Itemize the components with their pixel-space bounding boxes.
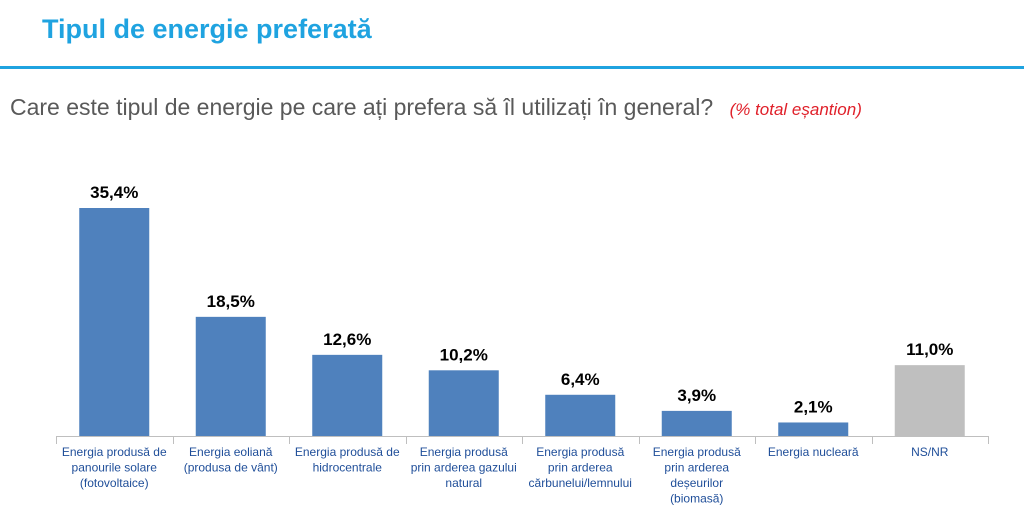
category-label-5: Energia produsă prin arderea cărbunelui/le… bbox=[529, 445, 632, 490]
data-label-1: 35,4% bbox=[90, 183, 138, 202]
bar-2 bbox=[195, 316, 266, 436]
data-label-5: 6,4% bbox=[561, 370, 600, 389]
question-text: Care este tipul de energie pe care ați p… bbox=[10, 94, 714, 120]
question-note: (% total eșantion) bbox=[729, 100, 862, 119]
bar-1 bbox=[79, 208, 150, 436]
data-label-3: 12,6% bbox=[323, 330, 371, 349]
bar-5 bbox=[545, 394, 616, 436]
category-label-7: Energia nucleară bbox=[768, 445, 859, 459]
category-label-6: Energia produsă prin arderea deșeurilor (bi… bbox=[653, 445, 741, 506]
bar-7 bbox=[778, 422, 849, 436]
page-title: Tipul de energie preferată bbox=[42, 14, 372, 44]
title-divider bbox=[0, 66, 1024, 69]
data-label-4: 10,2% bbox=[440, 345, 488, 364]
bar-3 bbox=[312, 354, 383, 436]
bar-6 bbox=[661, 410, 732, 436]
survey-question: Care este tipul de energie pe care ați p… bbox=[10, 94, 862, 121]
data-label-7: 2,1% bbox=[794, 397, 833, 416]
bar-4 bbox=[428, 370, 499, 436]
category-label-1: Energia produsă de panourile solare (fotov… bbox=[62, 445, 167, 490]
category-label-8: NS/NR bbox=[911, 445, 949, 459]
data-label-8: 11,0% bbox=[906, 340, 953, 359]
category-label-4: Energia produsă prin arderea gazului natur… bbox=[411, 445, 517, 490]
data-label-2: 18,5% bbox=[207, 292, 255, 311]
category-label-2: Energia eoliană (produsa de vânt) bbox=[184, 445, 278, 475]
data-label-6: 3,9% bbox=[677, 386, 716, 405]
category-label-3: Energia produsă de hidrocentrale bbox=[295, 445, 400, 475]
bar-8 bbox=[894, 365, 965, 436]
